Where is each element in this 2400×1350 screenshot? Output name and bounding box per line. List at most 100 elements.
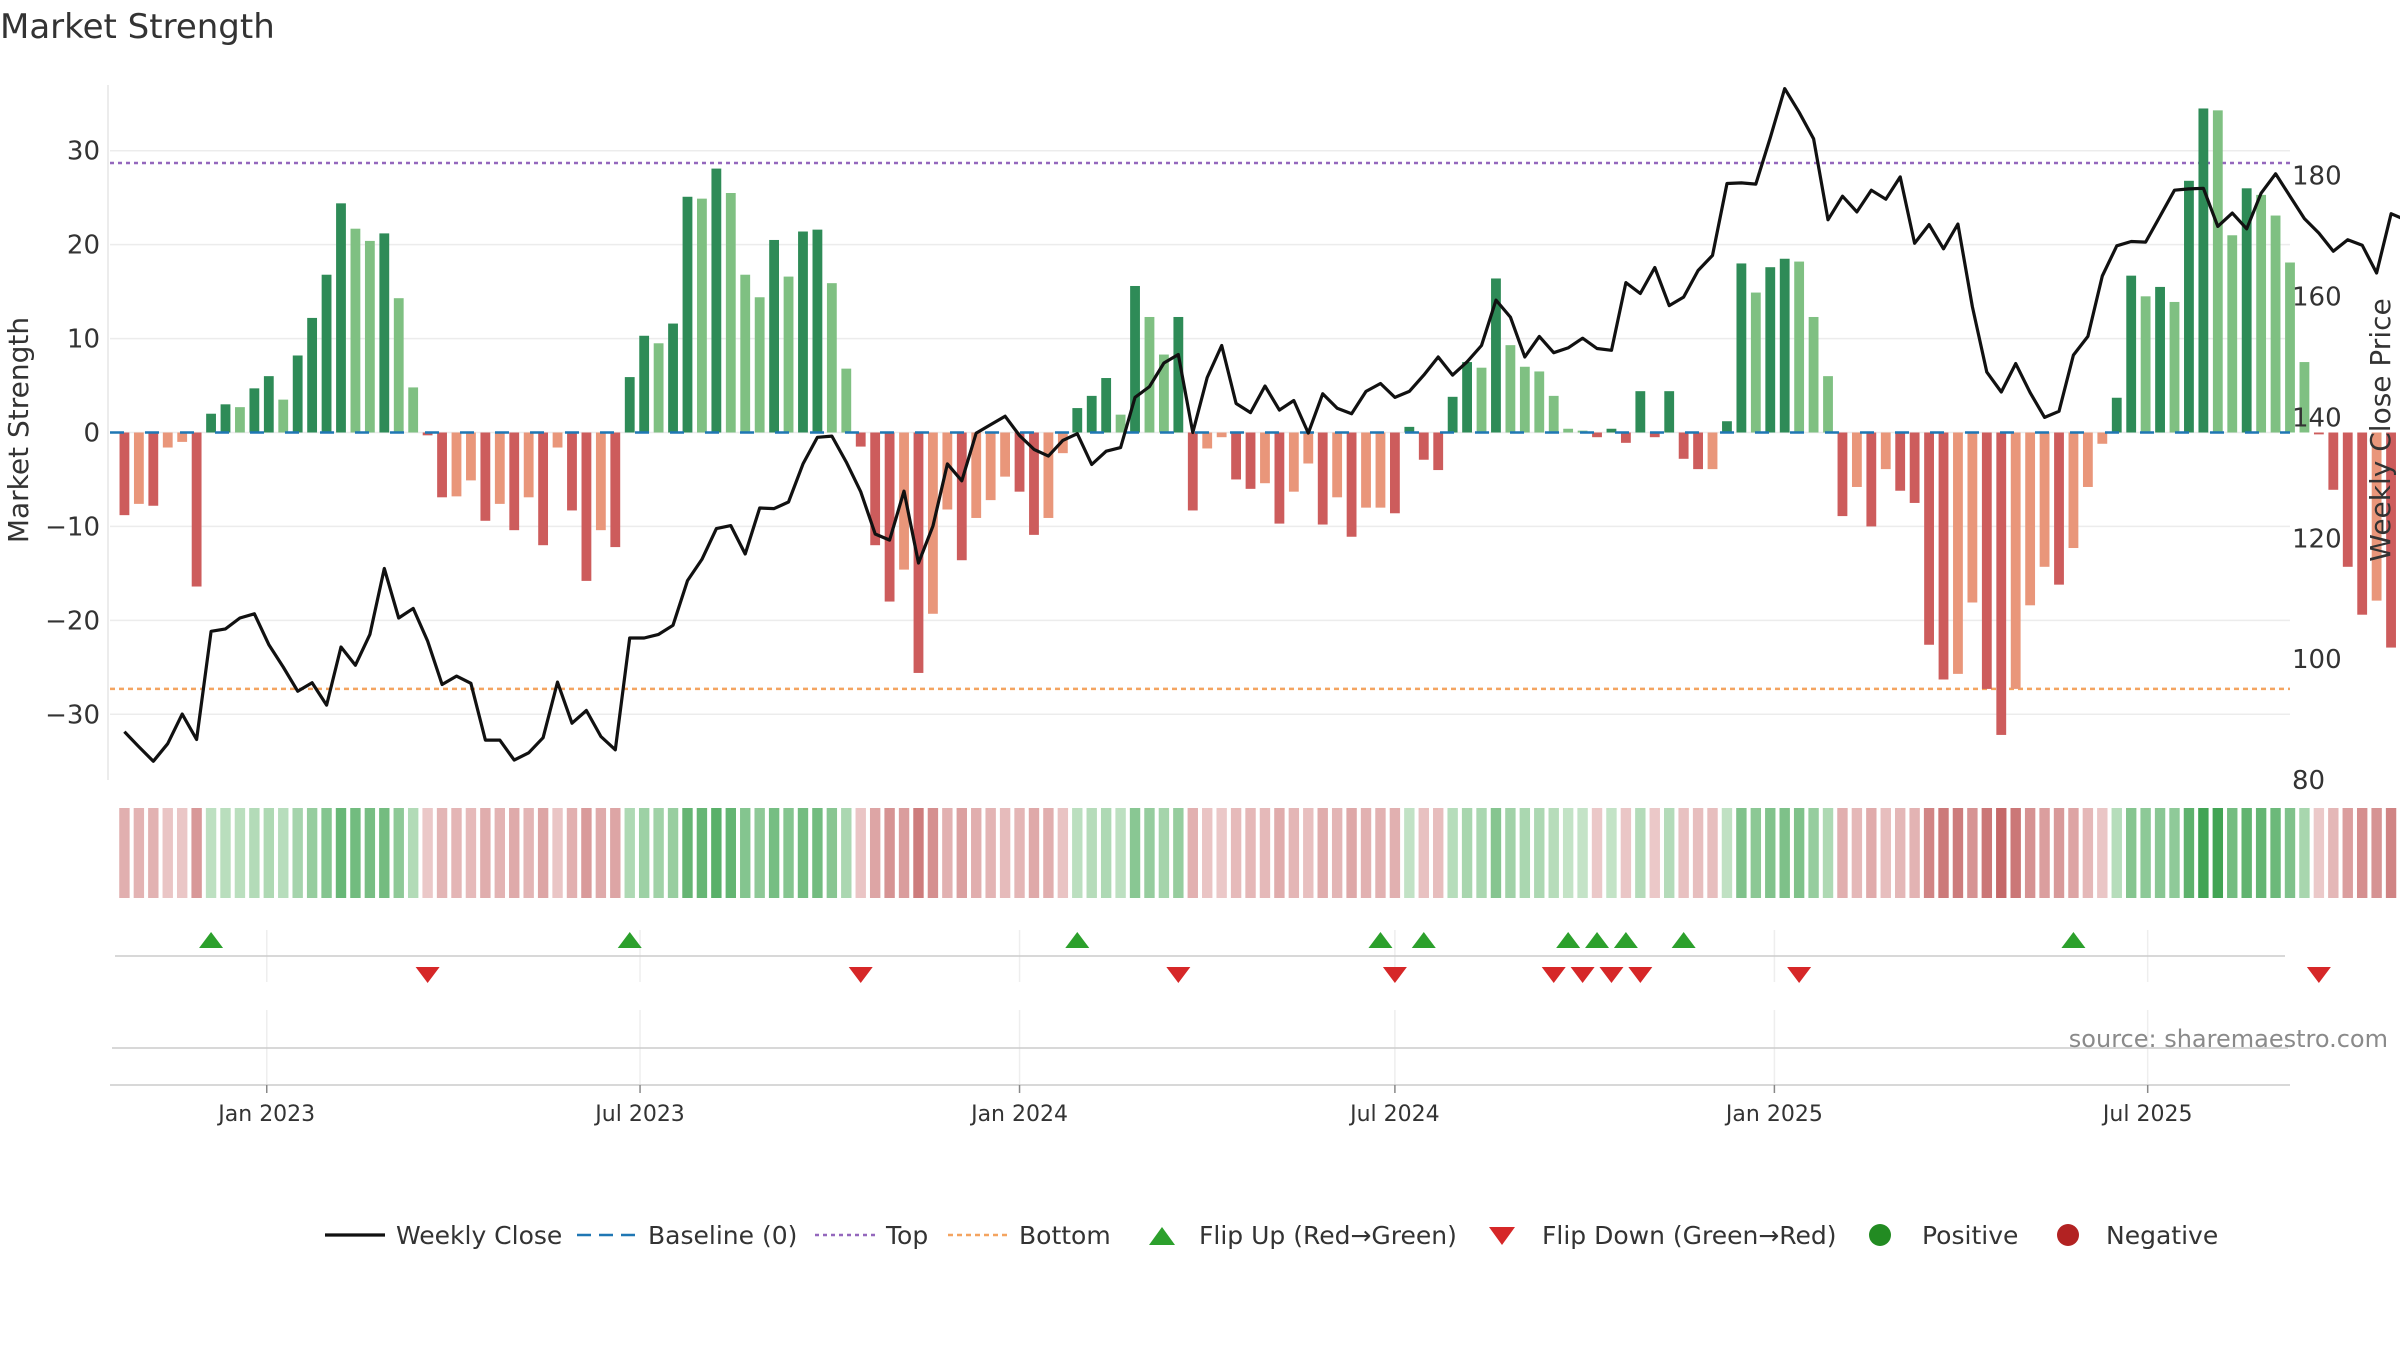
heat-cell <box>1938 808 1949 898</box>
heat-cell <box>2111 808 2122 898</box>
heat-cell <box>321 808 332 898</box>
strength-bar <box>769 239 780 433</box>
heat-cell <box>205 808 217 898</box>
legend: Weekly Close Baseline (0) Top Bottom Flip Up… <box>325 1221 2218 1250</box>
strength-bar <box>321 274 332 433</box>
strength-bar <box>1592 432 1602 438</box>
heat-cell <box>1606 808 1617 898</box>
heat-cell <box>2299 808 2310 898</box>
flip-up-marker <box>1556 932 1581 948</box>
strength-bar <box>162 432 173 448</box>
strength-bar <box>985 432 996 501</box>
heat-cell <box>927 808 939 898</box>
heat-cell <box>1274 808 1285 898</box>
strength-bar <box>1404 426 1415 433</box>
flip-up-marker <box>1411 932 1436 948</box>
source-note: source: sharemaestro.com <box>2069 1025 2388 1053</box>
strength-bar <box>841 368 852 433</box>
strength-bar <box>783 276 794 433</box>
strength-bar <box>1433 432 1444 471</box>
strength-bar <box>1361 432 1371 508</box>
heat-cell <box>1230 808 1242 898</box>
strength-bar <box>350 228 361 433</box>
strength-bar <box>567 432 577 511</box>
strength-bar <box>1765 267 1776 433</box>
strength-bar <box>870 432 881 546</box>
strength-bar <box>1288 432 1299 492</box>
heat-cell <box>1765 808 1776 898</box>
flip-down-marker <box>2306 967 2331 983</box>
heat-cell <box>667 808 679 898</box>
strength-bar <box>437 432 447 498</box>
strength-bar <box>1491 278 1501 433</box>
strength-bar <box>1389 432 1400 514</box>
legend-label: Negative <box>2106 1221 2218 1250</box>
heat-cell <box>1736 808 1747 898</box>
strength-bar <box>1303 432 1314 464</box>
heat-cell <box>436 808 448 898</box>
heat-cell <box>2227 808 2238 898</box>
right-axis: 80 100 120 140 160 180 <box>2292 162 2342 796</box>
heat-cell <box>1360 808 1372 898</box>
strength-bar <box>725 193 736 433</box>
strength-bar <box>1693 432 1703 470</box>
heat-cell <box>162 808 173 898</box>
heat-cell <box>1115 808 1126 898</box>
heat-cell <box>653 808 664 898</box>
y-axis-right-label: Weekly Close Price <box>2364 298 2397 561</box>
strength-bar <box>523 432 534 498</box>
heat-cell <box>1909 808 1920 898</box>
heat-cell <box>711 808 722 898</box>
strength-bar <box>2111 397 2122 433</box>
flip-down-marker <box>848 967 873 983</box>
strength-bar <box>1880 432 1891 470</box>
heat-cell <box>2385 808 2397 898</box>
strength-bar <box>2328 432 2339 490</box>
x-tick-label: Jan 2023 <box>216 1102 315 1127</box>
strength-bar <box>1635 391 1646 433</box>
heat-cell <box>2356 808 2368 898</box>
strength-bar <box>1072 408 1083 433</box>
strength-bar <box>2357 432 2368 615</box>
heat-cell <box>1418 808 1429 898</box>
heat-cell <box>1880 808 1891 898</box>
heat-cell <box>913 808 924 898</box>
heat-cell <box>740 808 751 898</box>
heat-cell <box>451 808 462 898</box>
flip-up-marker <box>2061 932 2086 948</box>
heat-cell <box>1433 808 1444 898</box>
heat-cell <box>1202 808 1213 898</box>
strength-bar <box>1808 316 1819 433</box>
strength-bar <box>2313 432 2324 435</box>
legend-flip-down-icon <box>1489 1227 1515 1245</box>
strength-bar <box>2097 432 2108 444</box>
heat-cell <box>942 808 953 898</box>
heat-cell <box>1259 808 1271 898</box>
right-tick-label: 80 <box>2292 766 2325 796</box>
heat-cell <box>2169 808 2180 898</box>
strength-bar <box>610 432 621 548</box>
strength-bar <box>2126 275 2137 433</box>
heat-cell <box>2140 808 2151 898</box>
heat-cell <box>1591 808 1603 898</box>
strength-bar <box>1130 285 1140 433</box>
strength-bar <box>956 432 967 561</box>
heat-cell <box>1505 808 1516 898</box>
strength-bar <box>1981 432 1992 689</box>
strength-bar <box>899 432 909 570</box>
strength-bar <box>119 432 130 516</box>
flip-down-marker <box>1166 967 1191 983</box>
x-tick-label: Jul 2025 <box>2101 1102 2193 1127</box>
heat-cell <box>2212 808 2224 898</box>
chart-title: Market Strength <box>0 7 275 47</box>
strength-bar <box>1823 376 1833 433</box>
heat-cell <box>1317 808 1328 898</box>
heat-cell <box>523 808 534 898</box>
heat-cell <box>1129 808 1141 898</box>
strength-bar <box>668 323 678 433</box>
strength-bar <box>1837 432 1848 517</box>
heat-cell <box>696 808 708 898</box>
heat-cell <box>1331 808 1343 898</box>
heat-cell <box>2097 808 2108 898</box>
strength-bar <box>1563 428 1574 433</box>
